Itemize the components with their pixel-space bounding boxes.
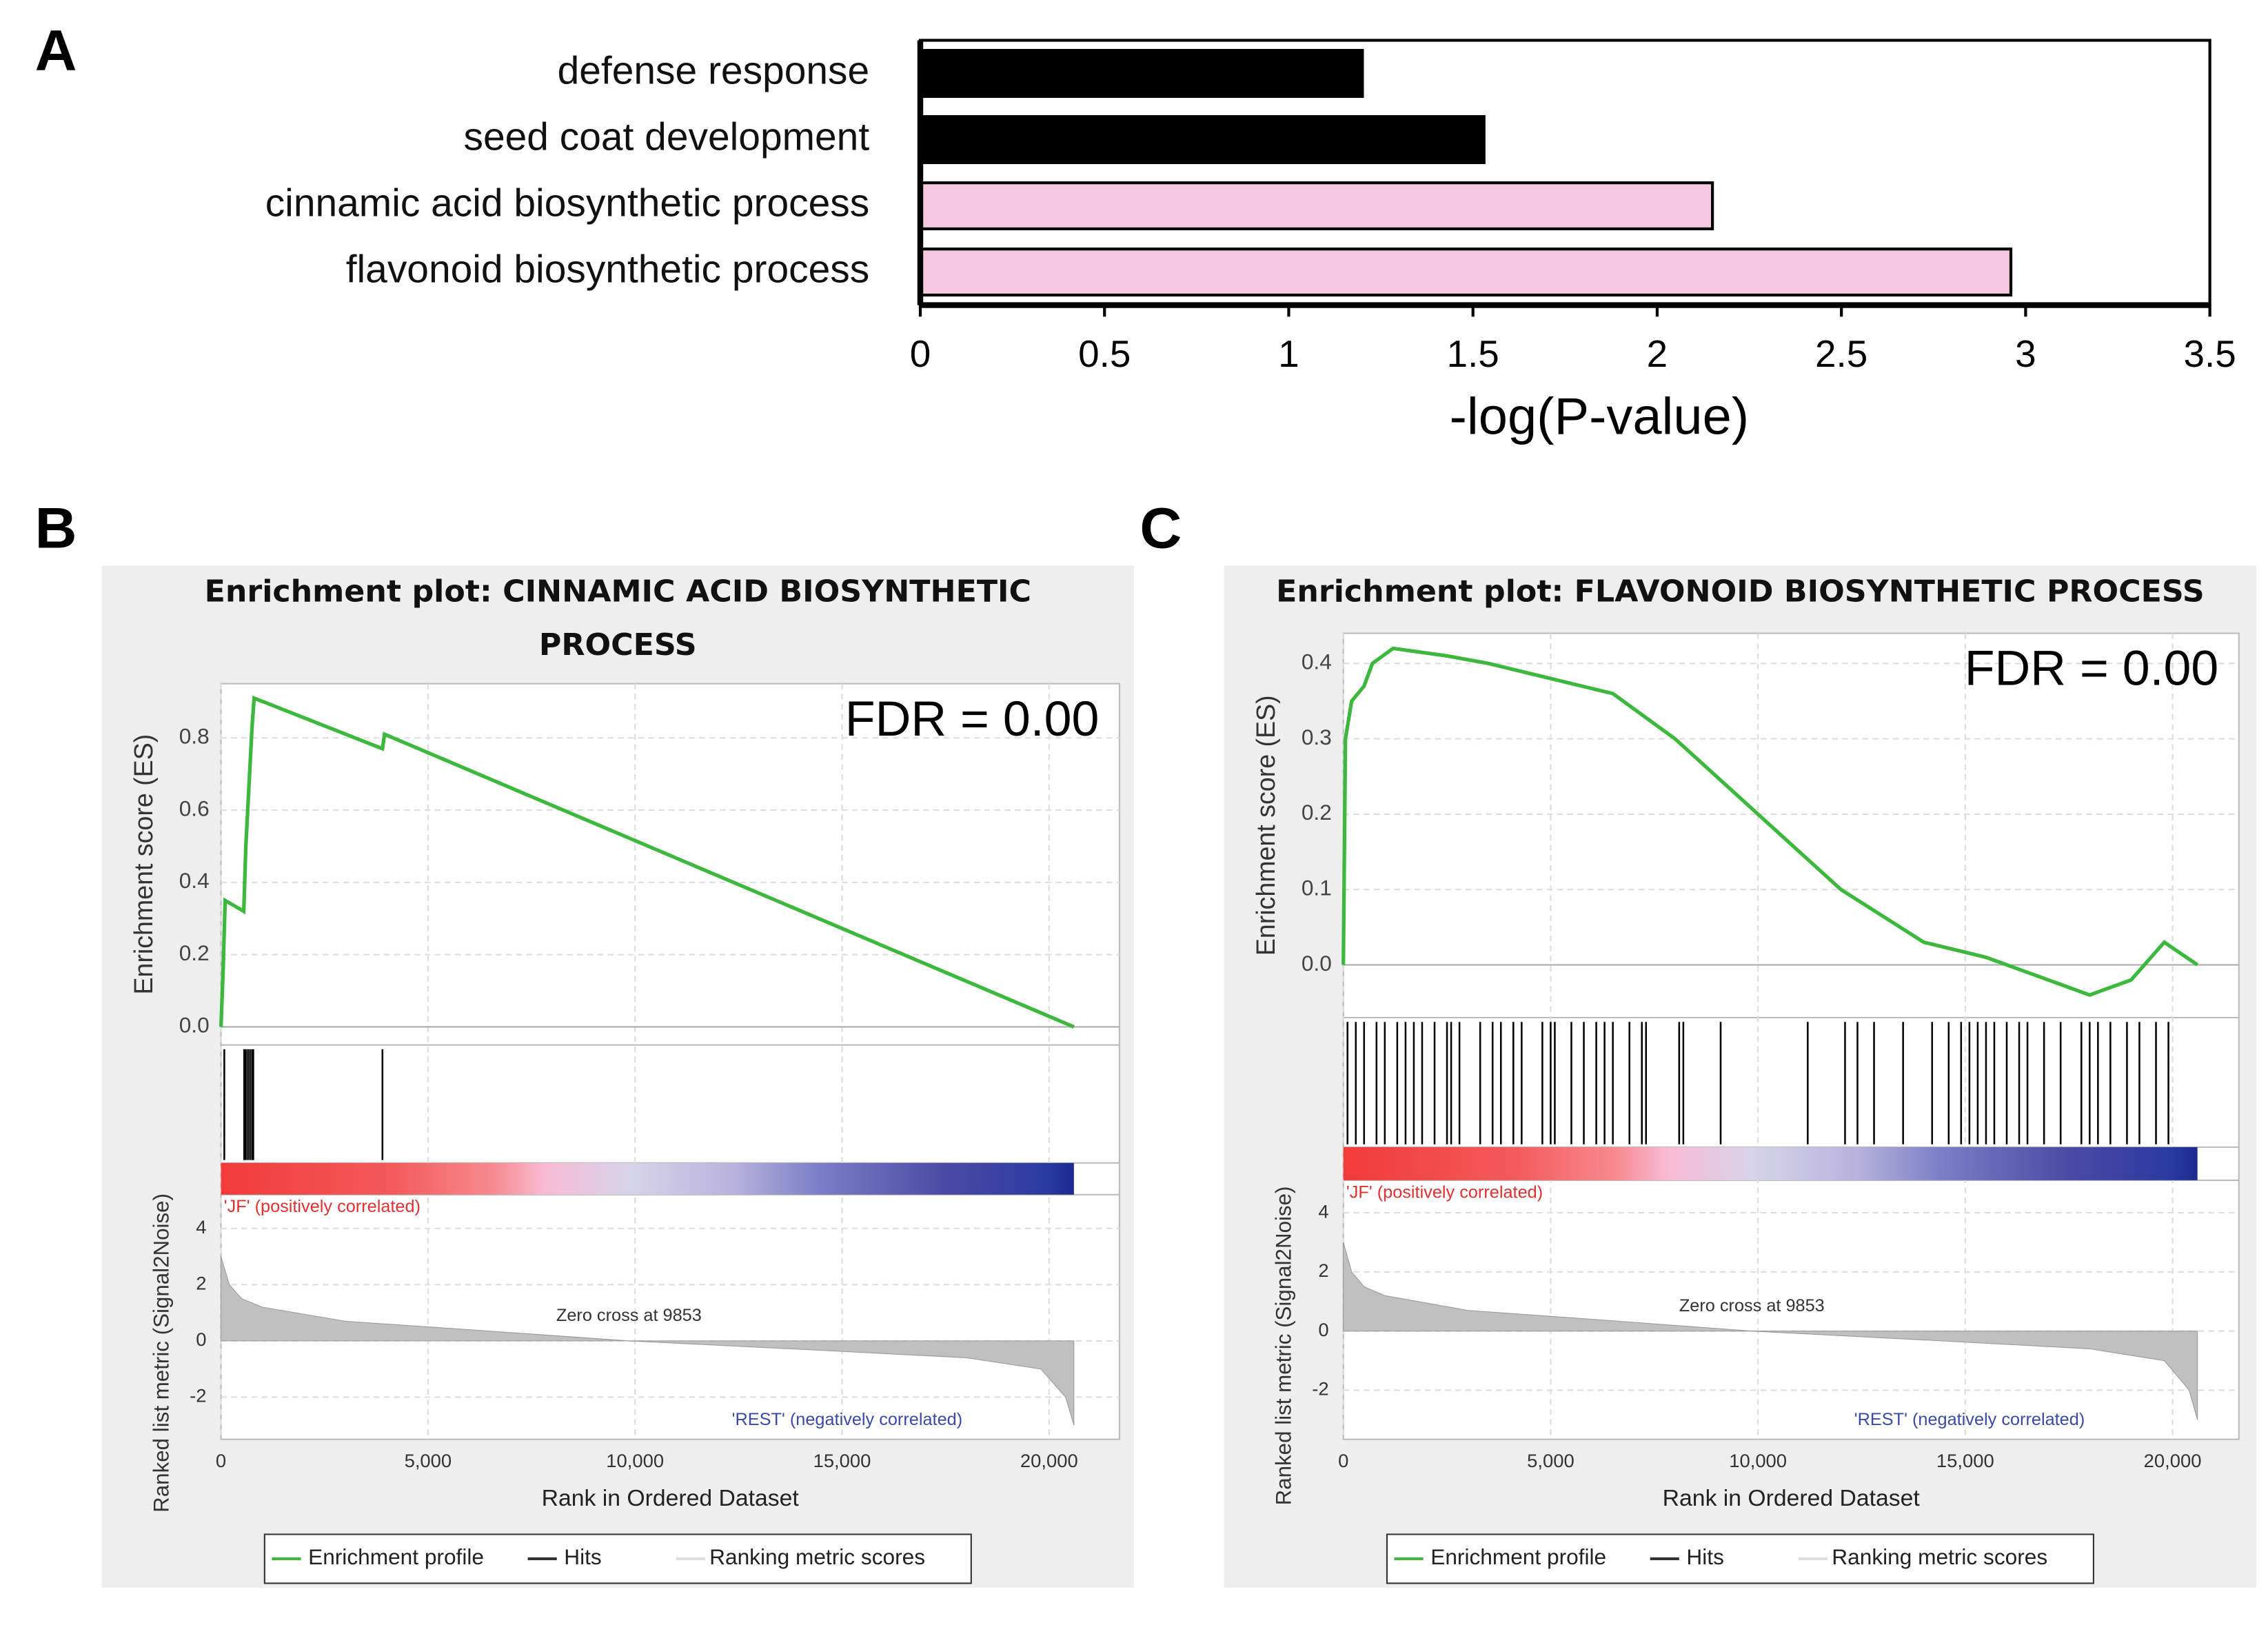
y-tick-label: 0.1 [1302,876,1332,900]
x-tick-label: 0.5 [1078,333,1131,375]
x-tick-label: 3.5 [2184,333,2236,375]
x-tick-label: 1 [1278,333,1299,375]
y-tick-label: 0.3 [1302,725,1332,749]
title-box: Enrichment plot: CINNAMIC ACID BIOSYNTHE… [204,574,1032,663]
x-tick-label: 0 [216,1450,226,1471]
x-axis-label: Rank in Ordered Dataset [1663,1486,1921,1511]
heat-bar [1343,1147,2198,1180]
zero-cross-label: Zero cross at 9853 [556,1306,702,1325]
x-tick-label: 15,000 [813,1450,871,1471]
fdr-annotation: FDR = 0.00 [1965,641,2219,696]
es-line [219,695,1075,1029]
legend-label: Ranking metric scores [1832,1545,2047,1569]
x-tick-label: 5,000 [1527,1450,1575,1471]
x-tick-label: 5,000 [405,1450,452,1471]
x-axis-label: Rank in Ordered Dataset [542,1486,800,1511]
y-tick-label: 0.2 [1302,800,1332,825]
y-tick-label: 0.4 [179,869,210,893]
legend-label: Hits [564,1545,601,1569]
positive-label: 'JF' (positively correlated) [1346,1182,1543,1202]
metric-area [1343,1242,2198,1420]
category-label: defense response [558,50,870,93]
zero-cross-label: Zero cross at 9853 [1679,1296,1825,1315]
metric-tick-label: 2 [196,1273,206,1294]
metric-tick-label: 0 [1318,1319,1328,1340]
x-tick-label: 2.5 [1815,333,1867,375]
legend-box [1386,1533,2094,1584]
metric-tick-label: 0 [196,1329,206,1350]
metric-tick-label: 2 [1318,1260,1328,1281]
title-box: Enrichment plot: FLAVONOID BIOSYNTHETIC … [1276,574,2205,609]
metric-axis-label: Ranked list metric (Signal2Noise) [149,1193,173,1513]
legend-label: Enrichment profile [1430,1545,1606,1569]
legend-label: Hits [1686,1545,1723,1569]
y-tick-label: 0.2 [179,941,210,965]
x-tick-label: 20,000 [1020,1450,1078,1471]
legend-label: Ranking metric scores [709,1545,925,1569]
x-tick-label: 1.5 [1447,333,1499,375]
category-label: flavonoid biosynthetic process [346,248,869,292]
y-axis-label: Enrichment score (ES) [130,734,159,995]
category-label: seed coat development [464,116,870,159]
x-tick-label: 10,000 [606,1450,664,1471]
category-label: cinnamic acid biosynthetic process [265,182,869,225]
y-axis-label: Enrichment score (ES) [1252,695,1281,956]
fdr-annotation: FDR = 0.00 [845,692,1100,747]
negative-label: 'REST' (negatively correlated) [1854,1410,2085,1429]
panel-letter: C [1140,496,1182,561]
bar [918,48,1364,98]
positive-label: 'JF' (positively correlated) [224,1197,421,1216]
metric-tick-label: 4 [1318,1200,1328,1222]
bar [918,115,1486,164]
heat-bar [221,1162,1074,1195]
x-tick-label: 15,000 [1936,1450,1994,1471]
negative-label: 'REST' (negatively correlated) [732,1410,962,1429]
x-tick-label: 0 [910,333,931,375]
chart-title: Enrichment plot: FLAVONOID BIOSYNTHETIC … [1276,574,2205,609]
y-tick-label: 0.4 [1302,650,1332,674]
legend-label: Enrichment profile [308,1545,484,1569]
x-axis-label: -log(P-value) [1450,388,1750,446]
x-tick-label: 2 [1647,333,1668,375]
y-tick-label: 0.0 [1302,951,1332,976]
x-tick-label: 20,000 [2144,1450,2202,1471]
bar [918,248,2013,297]
bar [918,181,1714,231]
metric-tick-label: -2 [1312,1378,1328,1400]
y-tick-label: 0.0 [179,1013,210,1038]
metric-tick-label: 4 [196,1216,206,1238]
metric-axis-label: Ranked list metric (Signal2Noise) [1272,1187,1296,1506]
panel-letter: A [35,18,77,83]
metric-tick-label: -2 [190,1385,206,1406]
chart-title: Enrichment plot: CINNAMIC ACID BIOSYNTHE… [204,574,1032,663]
x-tick-label: 0 [1338,1450,1348,1471]
metric-area [221,1256,1075,1426]
x-tick-label: 10,000 [1729,1450,1787,1471]
y-tick-label: 0.6 [179,796,210,820]
panel-letter: B [35,496,77,561]
y-tick-label: 0.8 [179,725,210,749]
legend-box [263,1533,972,1584]
x-tick-label: 3 [2015,333,2036,375]
es-line [1341,646,2199,997]
